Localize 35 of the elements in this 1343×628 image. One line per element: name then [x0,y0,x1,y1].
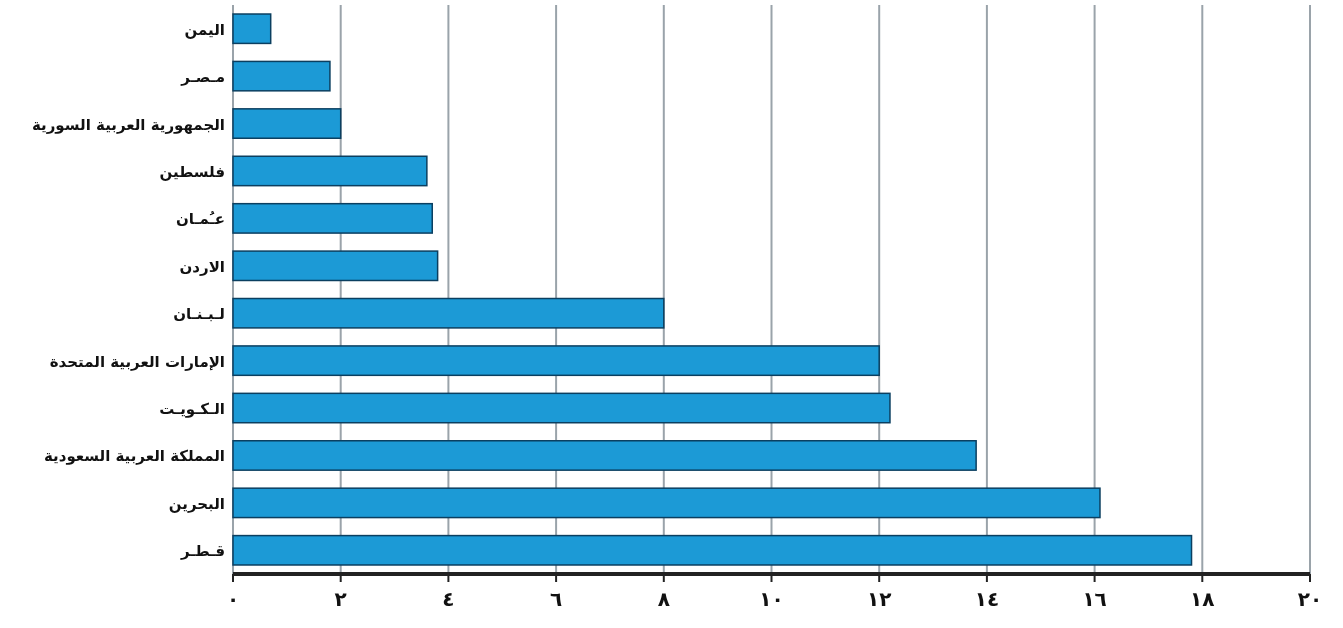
y-tick-label: المملكة العربية السعودية [43,447,225,466]
bar [232,534,1193,566]
bar [232,60,331,92]
x-tick-label: ١٢ [866,587,892,611]
x-tick-label: ٤ [442,587,455,611]
bar [232,392,891,424]
bar [232,13,272,45]
x-tick-label: ٢٠ [1297,587,1323,611]
x-tick-label: ١٨ [1190,587,1215,611]
y-tick-label: الجمهورية العربية السورية [32,115,225,134]
y-tick-label: الإمارات العربية المتحدة [49,352,225,371]
y-tick-label: الاردن [179,257,225,276]
bar [232,108,342,139]
x-tick-label: ٢ [334,587,347,611]
x-tick-label: ١٠ [759,587,784,611]
bar [232,202,433,234]
y-tick-label: فلسطين [159,162,225,181]
y-tick-label: مـصـر [180,68,225,87]
bar [232,250,439,282]
x-tick-label: ٠ [226,587,240,611]
bar [232,155,428,187]
x-tick-label: ٨ [657,587,670,611]
y-tick-label: عـُمـان [176,210,225,229]
bar [232,297,665,329]
x-tick-label: ٦ [549,587,563,611]
y-tick-label: قـطـر [179,542,225,561]
bar [232,440,977,471]
x-tick-label: ١٤ [974,587,1000,611]
bar [232,487,1101,519]
bar [232,345,880,377]
y-tick-label: اليمن [184,20,225,39]
x-tick-label: ١٦ [1082,587,1107,611]
y-tick-label: الـكـويـت [159,400,225,419]
y-tick-label: البحرين [168,494,225,513]
y-tick-label: لـبـنـان [173,305,225,324]
